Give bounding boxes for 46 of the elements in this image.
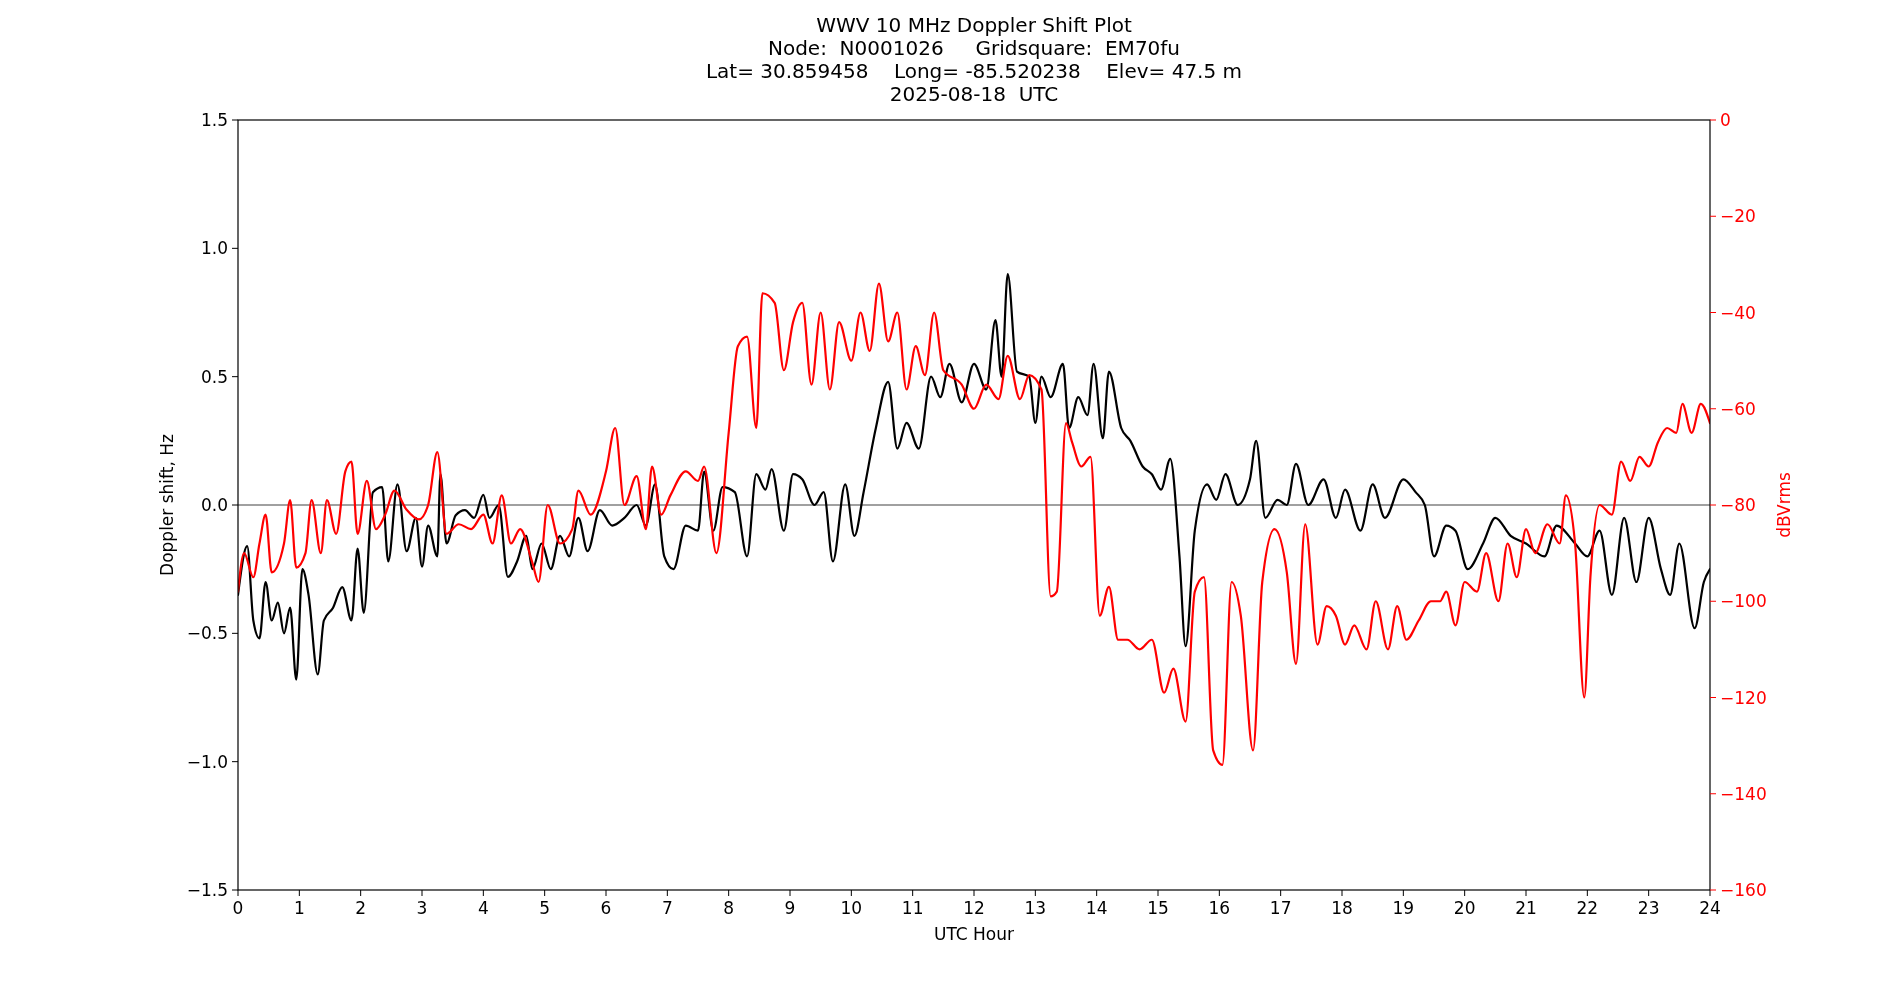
x-tick-label: 4 [477, 898, 489, 918]
x-tick-label: 17 [1269, 898, 1292, 918]
chart-title: WWV 10 MHz Doppler Shift Plot Node: N0001026 Gridsquare: EM70fu Lat= 30.859458 Long= -85.520238 Elev= 47.5 m 2025-08-18 UTC [705, 13, 1243, 106]
x-tick-label: 2 [355, 898, 367, 918]
x-tick-label: 23 [1637, 898, 1660, 918]
x-axis-title: UTC Hour [933, 924, 1015, 944]
y-tick-label: 0.0 [200, 495, 228, 515]
x-tick-label: 7 [661, 898, 673, 918]
x-tick-label: 1 [293, 898, 305, 918]
x-tick-label: 3 [416, 898, 428, 918]
x-tick-label: 6 [600, 898, 612, 918]
y-tick-label: 1.5 [200, 110, 228, 130]
x-tick-label: 20 [1453, 898, 1476, 918]
x-tick-label: 9 [784, 898, 796, 918]
y2-tick-label: −40 [1720, 302, 1756, 323]
x-tick-label: 22 [1576, 898, 1599, 918]
y-tick-label: −0.5 [186, 623, 228, 644]
y2-tick-label: −140 [1720, 783, 1767, 804]
y-tick-label: −1.0 [186, 751, 228, 772]
y-tick-label: 1.0 [200, 238, 228, 259]
x-tick-label: 19 [1392, 898, 1415, 918]
y2-axis-title: dBVrms [1774, 472, 1794, 538]
x-tick-label: 21 [1515, 898, 1537, 918]
x-tick-label: 11 [901, 898, 924, 918]
x-tick-label: 0 [232, 898, 244, 918]
x-tick-label: 15 [1147, 898, 1169, 918]
y2-tick-label: −80 [1720, 495, 1756, 515]
x-tick-label: 5 [539, 898, 551, 918]
x-tick-label: 24 [1699, 898, 1721, 918]
x-tick-label: 13 [1024, 898, 1047, 918]
y2-tick-label: 0 [1720, 110, 1731, 130]
x-tick-label: 16 [1208, 898, 1231, 918]
x-tick-label: 8 [723, 898, 735, 918]
x-tick-label: 18 [1331, 898, 1353, 918]
y-axis-title: Doppler shift, Hz [157, 433, 177, 576]
y2-tick-label: −60 [1720, 398, 1756, 419]
y2-tick-label: −120 [1720, 687, 1767, 708]
y-tick-label: 0.5 [200, 366, 228, 387]
x-tick-label: 14 [1085, 898, 1108, 918]
y-tick-label: −1.5 [186, 880, 228, 900]
line-series [238, 282, 1710, 766]
y2-tick-label: −100 [1720, 591, 1767, 612]
y2-tick-label: −160 [1720, 880, 1767, 900]
x-tick-label: 10 [840, 898, 863, 918]
x-tick-label: 12 [963, 898, 985, 918]
y2-tick-label: −20 [1720, 206, 1756, 227]
